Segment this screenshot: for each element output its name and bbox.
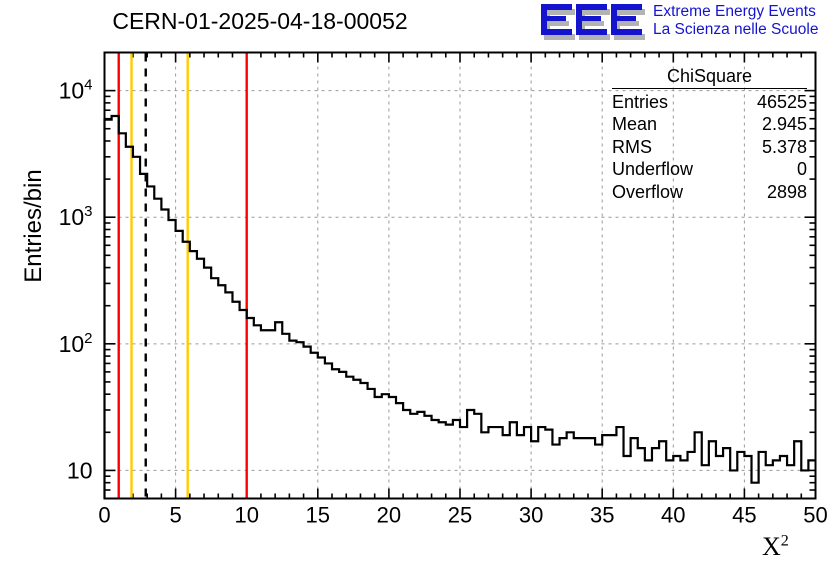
stats-row-value: 2.945 — [761, 114, 807, 135]
eee-logo-line1: Extreme Energy Events — [653, 3, 816, 20]
x-tick-label: 10 — [234, 503, 258, 528]
x-tick-label: 45 — [732, 503, 756, 528]
x-tick-label: 15 — [306, 503, 330, 528]
stats-title: ChiSquare — [666, 66, 753, 86]
stats-row-label: Mean — [612, 114, 658, 135]
stats-row: RMS 5.378 — [612, 136, 807, 158]
eee-logo-text: Extreme Energy Events La Scienza nelle S… — [653, 3, 818, 39]
histogram-steps — [103, 114, 816, 499]
stats-row-value: 46525 — [756, 92, 807, 112]
stats-row-value: 0 — [796, 159, 807, 180]
x-tick-label: 40 — [661, 503, 685, 528]
stats-row-value: 2898 — [766, 181, 807, 202]
histogram-outline — [103, 114, 816, 499]
eee-logo-icon — [541, 4, 645, 40]
stats-row: Underflow 0 — [612, 158, 807, 180]
stats-row-value: 5.378 — [761, 136, 807, 157]
y-tick-label: 103 — [59, 203, 93, 230]
stats-row-label: Underflow — [612, 159, 694, 180]
stats-divider — [612, 88, 807, 89]
x-axis-title: X2 — [762, 532, 789, 562]
stats-row: Overflow 2898 — [612, 181, 807, 203]
x-tick-label: 0 — [98, 503, 110, 528]
y-tick-label: 10 — [67, 457, 93, 483]
x-tick-label: 50 — [803, 503, 827, 528]
eee-logo: Extreme Energy Events La Scienza nelle S… — [541, 3, 833, 43]
stats-row-label: Overflow — [612, 181, 684, 202]
x-tick-label: 30 — [519, 503, 543, 528]
stats-row-label: RMS — [612, 136, 652, 157]
x-tick-label: 35 — [590, 503, 614, 528]
x-axis-title-base: X — [762, 532, 781, 561]
cut-marker-lines — [117, 53, 248, 498]
stats-row: Entries 46525 — [612, 91, 807, 113]
stats-row-label: Entries — [612, 92, 669, 112]
statistics-box: ChiSquare Entries 46525 Mean 2.945 RMS 5.378 U… — [612, 66, 807, 203]
y-tick-label: 102 — [59, 330, 93, 357]
y-tick-label: 104 — [59, 77, 93, 104]
x-axis-title-exponent: 2 — [780, 532, 789, 550]
x-tick-label: 5 — [169, 503, 181, 528]
x-tick-label: 20 — [377, 503, 401, 528]
stats-row: Mean 2.945 — [612, 113, 807, 135]
x-tick-label: 25 — [448, 503, 472, 528]
eee-logo-line2: La Scienza nelle Scuole — [653, 21, 819, 38]
stats-rows: Entries 46525 Mean 2.945 RMS 5.378 Underflow 0 O… — [612, 91, 807, 203]
axis-tick-labels: 0 5 10 15 20 25 30 35 40 45 50 10 102 103 104 — [59, 77, 828, 528]
page-title: CERN-01-2025-04-18-00052 — [112, 8, 408, 34]
